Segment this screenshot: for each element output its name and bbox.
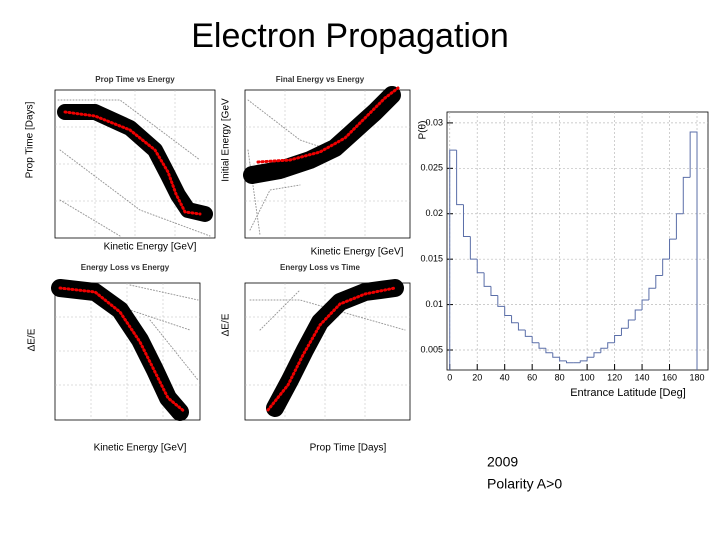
note: 2009 (487, 454, 518, 470)
y-axis-label: ΔE/E (27, 328, 38, 351)
x-axis-label: Kinetic Energy [GeV] (104, 242, 197, 253)
y-tick-label: 0.02 (425, 208, 443, 218)
scatter-cloud (247, 99, 331, 236)
y-axis-label: Initial Energy [GeV (221, 98, 232, 182)
x-tick-label: 100 (580, 372, 595, 382)
y-tick-label: 0.025 (420, 163, 443, 173)
histogram-bin (566, 360, 574, 364)
panel-title: Final Energy vs Energy (276, 75, 365, 84)
x-axis-label: Kinetic Energy [GeV] (94, 443, 187, 454)
histogram-bin (538, 342, 546, 349)
scatter-cloud (243, 86, 401, 184)
panel: Energy Loss vs Energy ΔE/E Kinetic Energ… (27, 263, 201, 454)
histogram-bin (648, 287, 656, 301)
panel: Final Energy vs Energy Initial Energy [G… (221, 75, 411, 258)
y-axis-label: P(θ) (418, 121, 429, 140)
histogram-bin (620, 327, 629, 336)
x-tick-label: 60 (527, 372, 537, 382)
histogram-bin (641, 299, 649, 311)
histogram-bin (579, 360, 588, 363)
x-axis-label: Entrance Latitude [Deg] (570, 387, 686, 399)
histogram-bin (456, 150, 464, 206)
histogram-bin (449, 149, 457, 370)
mean-curve (256, 86, 400, 164)
histogram-bin (559, 357, 567, 362)
histogram-bin (504, 306, 512, 316)
x-tick-label: 80 (555, 372, 565, 382)
scatter-cloud (99, 284, 199, 381)
histogram-bin (614, 334, 622, 343)
x-axis-label: Prop Time [Days] (310, 443, 387, 454)
x-tick-label: 180 (689, 372, 704, 382)
histogram-bin (689, 131, 698, 370)
y-tick-label: 0.015 (420, 254, 443, 264)
x-tick-label: 140 (635, 372, 650, 382)
histogram-bin (552, 352, 560, 358)
y-axis-label: Prop Time [Days] (25, 101, 36, 178)
x-tick-label: 40 (500, 372, 510, 382)
panel: Prop Time vs Energy Prop Time [Days] Kin… (25, 75, 216, 253)
histogram-bin (524, 330, 533, 337)
note: Polarity A>0 (487, 476, 562, 492)
histogram-bin (469, 236, 478, 260)
y-tick-label: 0.03 (425, 117, 443, 127)
histogram-bin (476, 259, 485, 274)
scatter-cloud (57, 99, 211, 237)
panel-title: Energy Loss vs Time (280, 263, 360, 272)
panel-title: Prop Time vs Energy (95, 75, 175, 84)
histogram-bin (669, 238, 677, 260)
histogram-bin (627, 319, 636, 329)
y-tick-label: 0.01 (425, 299, 443, 309)
histogram-bin (662, 258, 670, 276)
histogram-bin (531, 336, 540, 344)
histogram-bin (586, 356, 594, 361)
histogram-bin (607, 342, 615, 349)
histogram-bin (511, 315, 519, 324)
histogram-bin (682, 176, 691, 214)
mean-curve (266, 286, 397, 412)
histogram-bin (497, 295, 505, 307)
histogram-bin (545, 348, 553, 354)
histogram-bin (490, 286, 498, 297)
panel: Energy Loss vs Time ΔE/E Prop Time [Days… (221, 263, 411, 454)
grid (245, 283, 410, 420)
mean-curve (58, 286, 187, 414)
histogram-chart: P(θ) Entrance Latitude [Deg] 0.005 0.01 0.… (418, 111, 709, 399)
x-axis-label: Kinetic Energy [GeV] (311, 247, 404, 258)
x-tick-label: 0 (447, 372, 452, 382)
histogram-bin (634, 309, 643, 321)
x-tick-label: 20 (472, 372, 482, 382)
histogram-bin (600, 347, 608, 353)
panel-title: Energy Loss vs Energy (81, 263, 170, 272)
histogram-bin (675, 213, 684, 240)
mean-curve (63, 110, 202, 216)
x-tick-label: 120 (607, 372, 622, 382)
x-tick-label: 160 (662, 372, 677, 382)
histogram-bin (655, 275, 663, 289)
histogram-bin (462, 204, 471, 237)
scatter-cloud (249, 289, 406, 331)
slide-title: Electron Propagation (191, 17, 509, 55)
y-tick-label: 0.005 (420, 344, 443, 354)
histogram-bin (593, 352, 601, 358)
histogram-bin (517, 322, 526, 331)
y-axis-label: ΔE/E (221, 313, 232, 336)
plot-frame (446, 111, 709, 371)
histogram-bin (483, 272, 491, 287)
